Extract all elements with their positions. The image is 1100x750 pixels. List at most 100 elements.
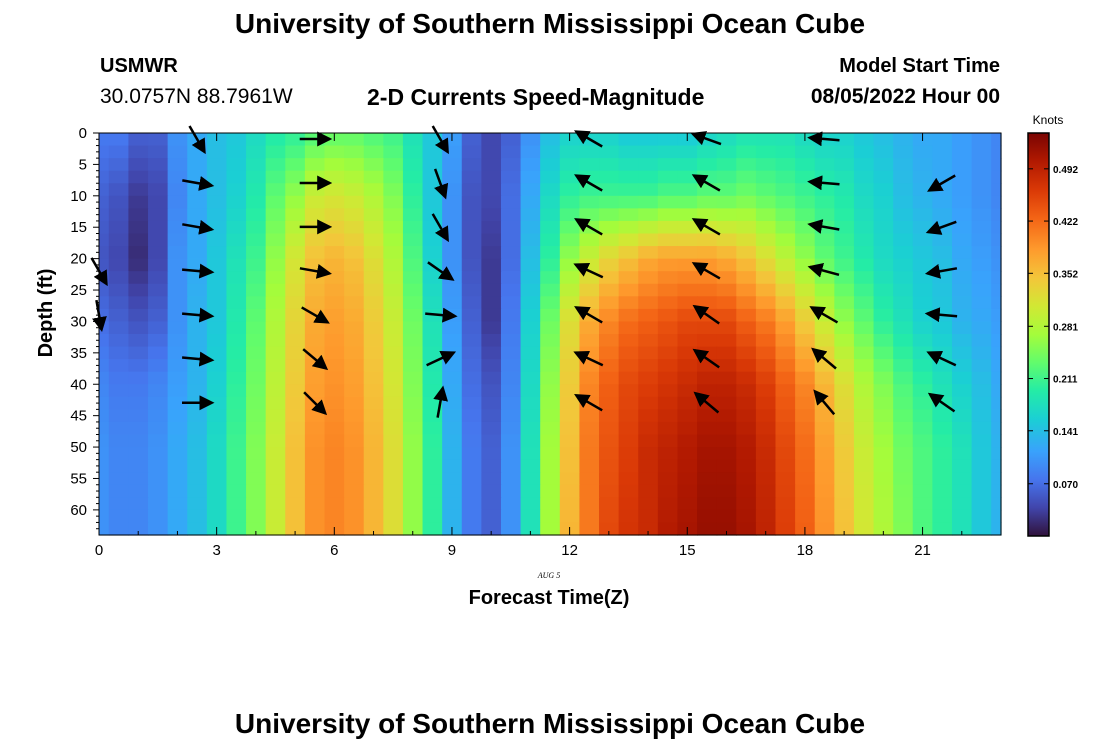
heatmap-cell: [246, 145, 267, 159]
heatmap-cell: [971, 246, 992, 260]
heatmap-cell: [677, 321, 698, 335]
heatmap-cell: [108, 459, 130, 473]
current-vector-arrow: [807, 263, 840, 278]
heatmap-cell: [912, 258, 933, 272]
heatmap-cell: [755, 396, 777, 410]
heatmap-cell: [363, 484, 384, 498]
heatmap-cell: [677, 334, 698, 348]
heatmap-cell: [246, 371, 267, 385]
heatmap-cell: [461, 472, 482, 486]
heatmap-cell: [363, 421, 384, 436]
heatmap-cell: [226, 183, 247, 197]
heatmap-cell: [481, 145, 502, 159]
current-vector-arrow: [925, 220, 957, 235]
heatmap-cell: [579, 296, 600, 310]
heatmap-cell: [324, 384, 345, 398]
heatmap-cell: [599, 497, 620, 511]
heatmap-cell: [853, 459, 875, 473]
heatmap-cell: [795, 321, 816, 335]
heatmap-cell: [344, 246, 365, 260]
heatmap-cell: [167, 183, 188, 197]
heatmap-cell: [775, 258, 796, 272]
heatmap-cell: [265, 459, 286, 473]
heatmap-cell: [755, 384, 777, 398]
x-tick-label: 21: [914, 542, 931, 559]
heatmap-cell: [618, 283, 639, 297]
heatmap-cell: [618, 484, 639, 498]
heatmap-cell: [520, 220, 541, 235]
heatmap-cell: [991, 497, 1002, 511]
heatmap-cell: [775, 308, 796, 323]
heatmap-cell: [677, 371, 698, 385]
current-vector-arrow: [692, 304, 720, 325]
heatmap-cell: [520, 472, 541, 486]
heatmap-cell: [755, 447, 777, 461]
heatmap-cell: [657, 447, 679, 461]
heatmap-cell: [324, 434, 345, 448]
heatmap-cell: [442, 371, 463, 385]
heatmap-cell: [383, 472, 404, 486]
heatmap-cell: [383, 522, 404, 536]
heatmap-cell: [422, 472, 443, 486]
current-vector-arrow: [809, 306, 839, 324]
heatmap-cell: [657, 434, 679, 448]
heatmap-cell: [893, 145, 914, 159]
heatmap-cell: [716, 334, 737, 348]
heatmap-cell: [285, 371, 306, 385]
heatmap-cell: [461, 195, 482, 209]
heatmap-cell: [344, 522, 365, 536]
heatmap-cell: [893, 233, 914, 247]
heatmap-cell: [285, 472, 306, 486]
heatmap-cell: [246, 334, 267, 348]
heatmap-cell: [148, 170, 169, 184]
heatmap-cell: [795, 371, 816, 385]
station-id: USMWR: [100, 55, 178, 77]
heatmap-cell: [383, 195, 404, 209]
heatmap-cell: [304, 497, 326, 511]
heatmap-cell: [520, 271, 541, 285]
heatmap-cell: [402, 321, 424, 335]
heatmap-cell: [500, 396, 522, 410]
heatmap-cell: [108, 145, 130, 159]
heatmap-cell: [344, 283, 365, 297]
heatmap-cell: [285, 158, 306, 172]
heatmap-cell: [893, 484, 914, 498]
heatmap-cell: [775, 409, 796, 423]
heatmap-cell: [128, 283, 149, 297]
heatmap-cell: [402, 509, 424, 524]
heatmap-cell: [638, 447, 659, 461]
heatmap-cell: [991, 346, 1002, 360]
heatmap-cell: [461, 497, 482, 511]
heatmap-cell: [834, 522, 855, 536]
heatmap-cell: [971, 371, 992, 385]
heatmap-cell: [246, 308, 267, 323]
heatmap-cell: [344, 220, 365, 235]
heatmap-cell: [618, 321, 639, 335]
heatmap-cell: [775, 396, 796, 410]
heatmap-cell: [206, 346, 228, 360]
heatmap-cell: [834, 359, 855, 373]
heatmap-cell: [951, 421, 973, 436]
current-vector-arrow: [427, 261, 455, 281]
heatmap-cell: [540, 396, 561, 410]
heatmap-cell: [128, 371, 149, 385]
heatmap-cell: [246, 447, 267, 461]
heatmap-cell: [736, 321, 757, 335]
heatmap-cell: [99, 472, 110, 486]
heatmap-cell: [991, 170, 1002, 184]
heatmap-cell: [657, 334, 679, 348]
heatmap-cell: [285, 145, 306, 159]
heatmap-cell: [226, 271, 247, 285]
heatmap-cell: [697, 359, 718, 373]
heatmap-cell: [638, 334, 659, 348]
heatmap-cell: [697, 208, 718, 222]
heatmap-cell: [853, 170, 875, 184]
current-vector-arrow: [433, 168, 449, 200]
heatmap-cell: [206, 447, 228, 461]
heatmap-cell: [442, 384, 463, 398]
heatmap-cell: [834, 183, 855, 197]
heatmap-cell: [559, 220, 581, 235]
heatmap-cell: [657, 421, 679, 436]
heatmap-cell: [716, 447, 737, 461]
heatmap-cell: [834, 472, 855, 486]
